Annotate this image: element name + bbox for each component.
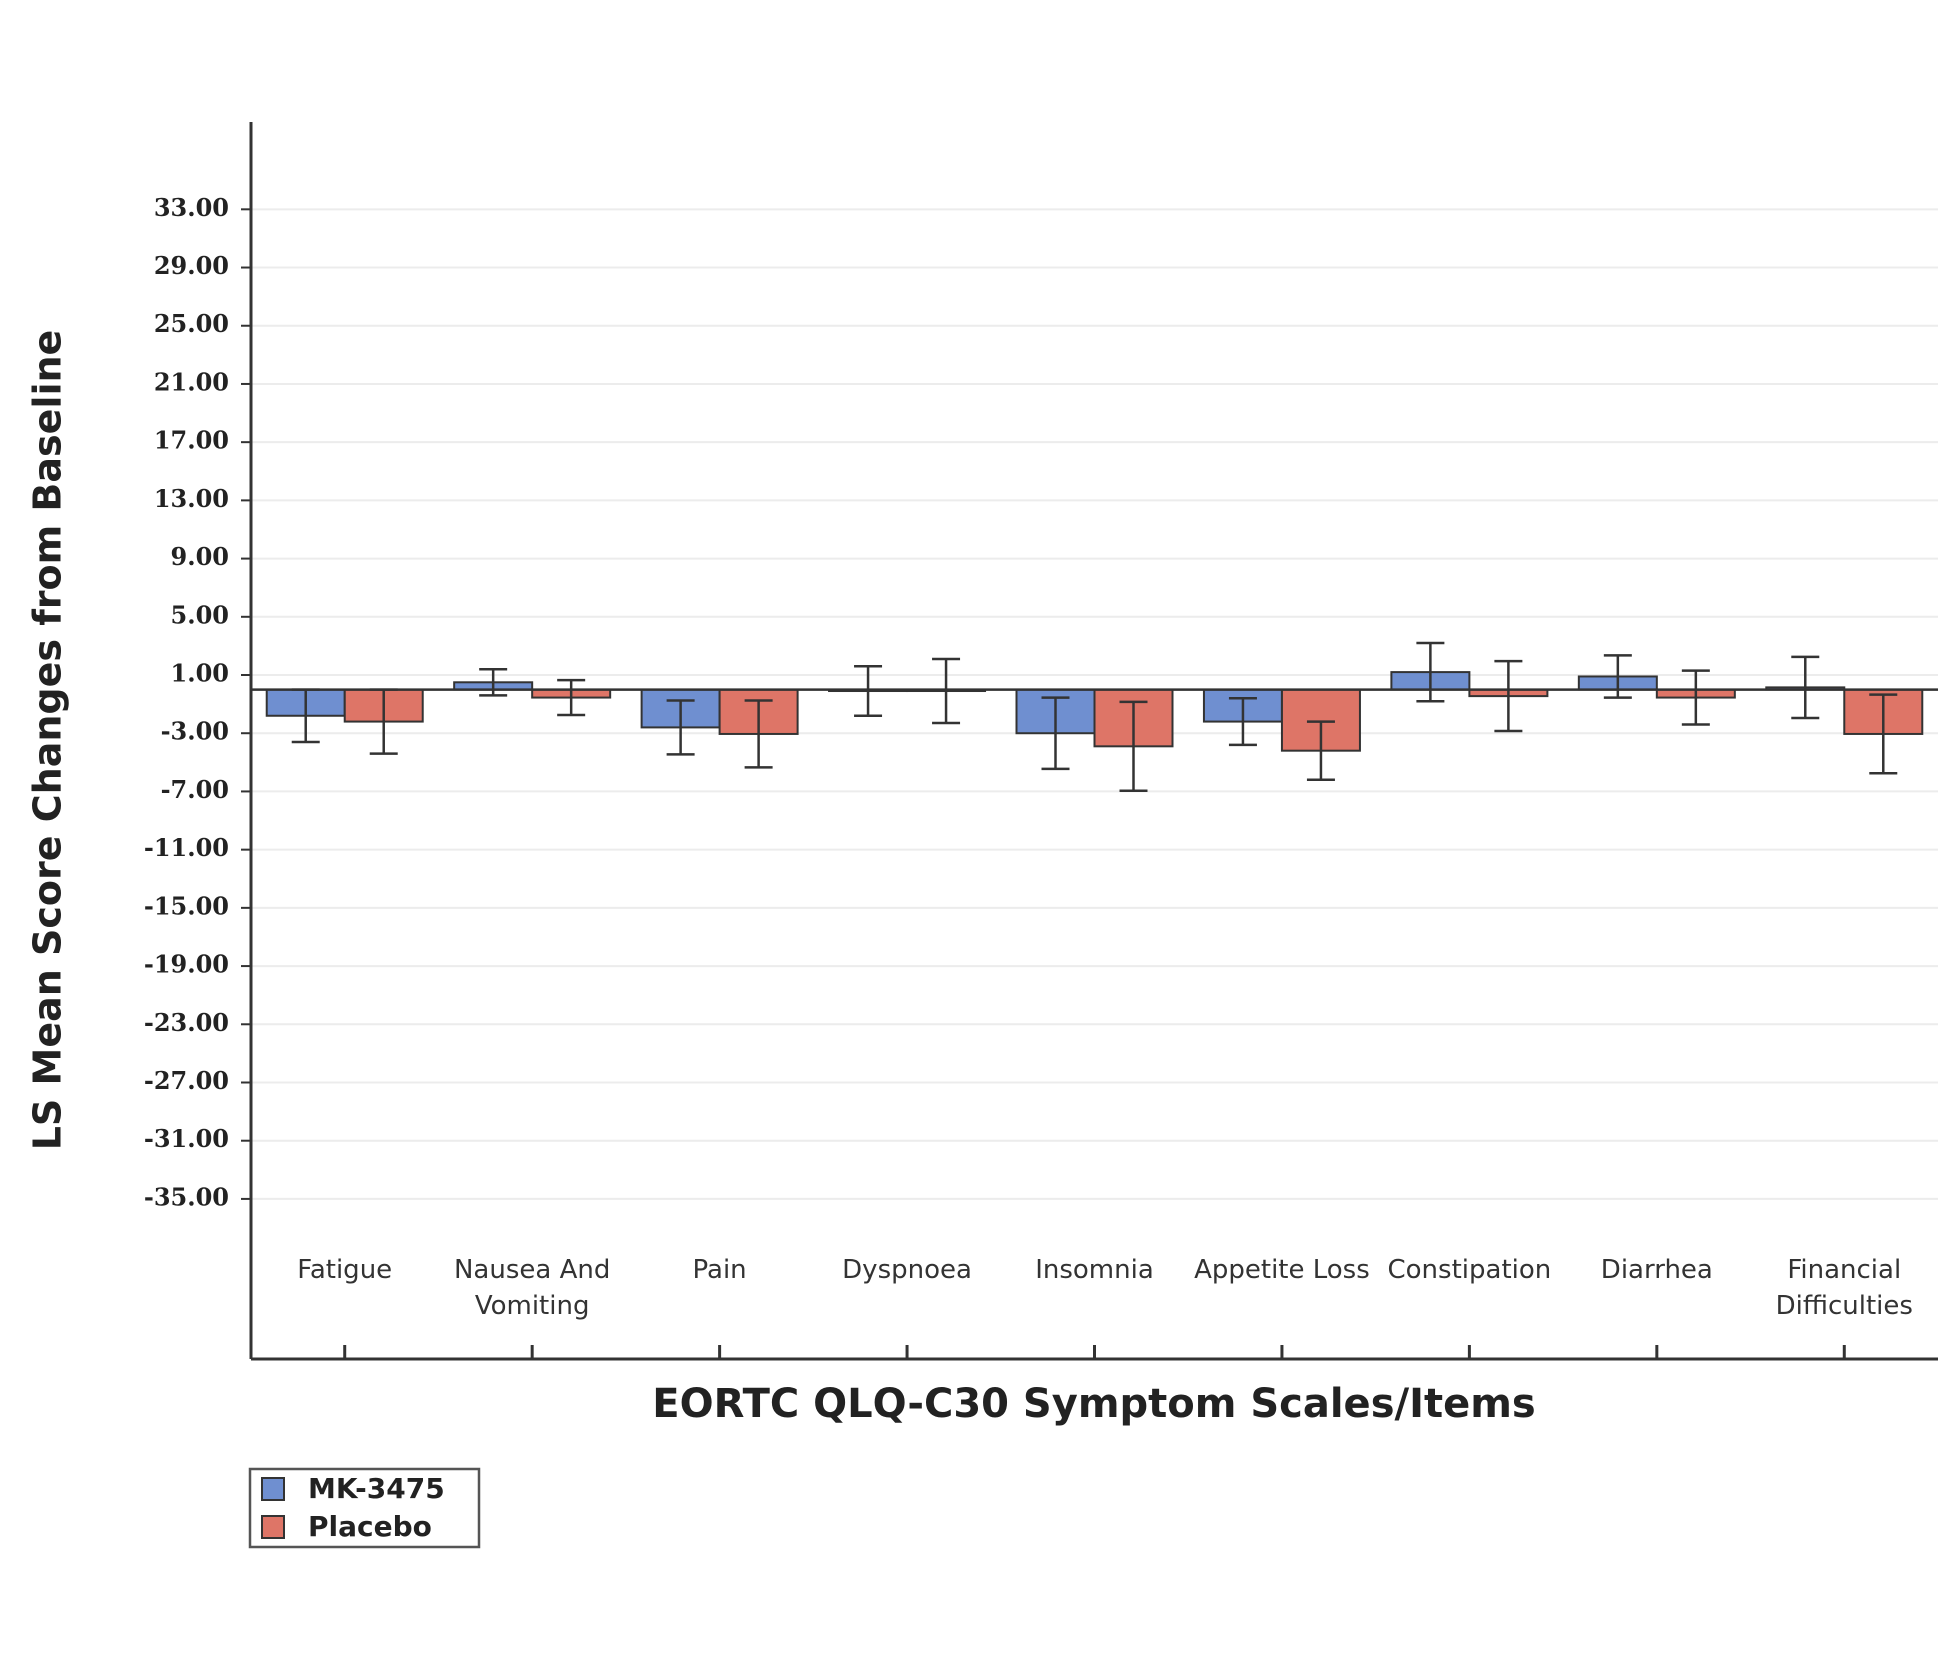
y-tick-label: -35.00 — [144, 1182, 229, 1211]
error-bar — [854, 665, 883, 718]
legend-swatch — [261, 1515, 285, 1539]
y-tick-label: -19.00 — [144, 950, 229, 979]
legend-box — [248, 1467, 481, 1549]
y-tick-label: -11.00 — [144, 833, 229, 862]
error-bar — [1791, 655, 1820, 720]
y-tick-label: -23.00 — [144, 1008, 229, 1037]
error-bar — [744, 699, 773, 769]
y-tick-label: 29.00 — [154, 251, 229, 280]
y-axis-label: LS Mean Score Changes from Baseline — [26, 330, 70, 1151]
legend-label: MK-3475 — [308, 1472, 445, 1505]
x-axis-label: EORTC QLQ-C30 Symptom Scales/Items — [652, 1381, 1535, 1427]
y-tick-label: 13.00 — [154, 484, 229, 513]
x-tick-label: Insomnia — [1035, 1255, 1154, 1285]
legend-swatch — [261, 1477, 285, 1501]
x-tick-label: Diarrhea — [1600, 1255, 1713, 1285]
error-bar — [1681, 669, 1710, 726]
y-tick-label: 17.00 — [154, 426, 229, 455]
error-bar — [1416, 641, 1445, 703]
error-bar — [1869, 693, 1898, 775]
y-tick-label: 1.00 — [171, 659, 229, 688]
y-tick-label: 25.00 — [154, 309, 229, 338]
y-tick-label: -31.00 — [144, 1124, 229, 1153]
x-tick-label: Dyspnoea — [842, 1255, 972, 1285]
y-tick-label: 9.00 — [171, 542, 229, 571]
x-tick-label: Fatigue — [297, 1255, 393, 1285]
error-bar — [666, 699, 695, 756]
error-bar — [479, 667, 508, 697]
error-bar — [932, 657, 961, 725]
error-bar — [1119, 700, 1148, 792]
x-tick-label: Pain — [692, 1255, 747, 1285]
error-bar — [1041, 696, 1070, 771]
legend-label: Placebo — [308, 1510, 432, 1543]
x-tick-label: Appetite Loss — [1194, 1255, 1370, 1285]
y-tick-label: -7.00 — [161, 775, 229, 804]
error-bar — [1494, 659, 1523, 733]
y-tick-label: 21.00 — [154, 367, 229, 396]
x-tick-label: Constipation — [1387, 1255, 1552, 1285]
error-bar — [1228, 697, 1257, 747]
y-tick-label: -27.00 — [144, 1066, 229, 1095]
error-bar — [557, 678, 586, 717]
y-tick-label: 33.00 — [154, 193, 229, 222]
x-tick-label: Financial Difficulties — [1775, 1255, 1913, 1321]
y-tick-label: 5.00 — [171, 600, 229, 629]
y-tick-label: -15.00 — [144, 891, 229, 920]
x-tick-label: Nausea And Vomiting — [453, 1255, 611, 1321]
y-tick-label: -3.00 — [161, 717, 229, 746]
error-bar — [1306, 720, 1335, 782]
